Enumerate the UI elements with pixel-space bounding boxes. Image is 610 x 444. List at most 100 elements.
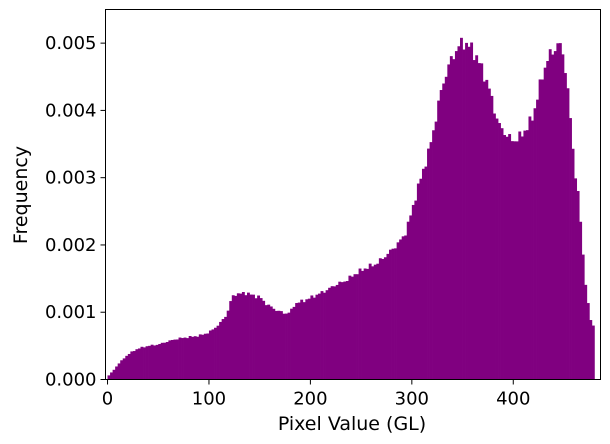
histogram-bar (498, 123, 501, 380)
histogram-bar (249, 294, 253, 380)
x-tick-label: 0 (102, 389, 113, 410)
histogram-bar (538, 79, 542, 380)
histogram-bar (528, 116, 532, 380)
histogram-bar (556, 43, 560, 380)
histogram-bar (503, 135, 507, 380)
histogram-bar (371, 266, 375, 380)
histogram-bar (401, 236, 405, 380)
histogram-bar (449, 56, 453, 380)
histogram-bar (183, 337, 187, 380)
histogram-bar (444, 76, 448, 380)
histogram-bar (442, 83, 446, 380)
histogram-bar (536, 99, 539, 380)
histogram-bar (452, 59, 456, 380)
histogram-bar (378, 258, 382, 380)
histogram-bar (259, 298, 263, 380)
histogram-bar (252, 294, 255, 380)
histogram-bar (318, 293, 321, 380)
histogram-bar (356, 274, 359, 380)
histogram-bar (591, 325, 595, 380)
histogram-bar (221, 319, 225, 380)
histogram-bar (173, 339, 177, 380)
histogram-bar (224, 316, 228, 380)
histogram-bar (558, 43, 562, 380)
histogram-bar (457, 46, 461, 380)
histogram-bar (231, 295, 235, 380)
histogram-bar (520, 136, 524, 380)
histogram-bar (247, 292, 250, 380)
y-tick-label: 0.000 (45, 370, 97, 391)
histogram-bar (163, 342, 167, 380)
histogram-bar (429, 142, 433, 380)
histogram-bar (140, 346, 144, 380)
histogram-bar (211, 329, 215, 380)
histogram-bar (531, 120, 534, 380)
histogram-bar (264, 305, 268, 380)
histogram-bar (203, 333, 207, 380)
histogram-bar (300, 299, 304, 380)
histogram-bar (234, 295, 238, 380)
histogram-bar (274, 310, 278, 380)
histogram-bar (409, 215, 413, 380)
histogram-bar (419, 178, 423, 380)
histogram-bar (122, 358, 126, 380)
histogram-bar (472, 60, 476, 380)
histogram-bar (533, 108, 537, 380)
histogram-bar (178, 337, 182, 380)
histogram-bar (160, 342, 164, 380)
histogram-bar (482, 81, 486, 380)
histogram-bar (310, 295, 314, 380)
histogram-bar (333, 286, 337, 380)
y-tick-label: 0.001 (45, 302, 97, 323)
histogram-bar (586, 303, 590, 380)
histogram-bar (569, 118, 572, 380)
histogram-bar (523, 130, 527, 380)
histogram-bar (437, 100, 441, 380)
histogram-bar (277, 310, 281, 380)
histogram-bar (254, 298, 258, 380)
histogram-bar (335, 284, 339, 380)
histogram-bar (414, 200, 418, 380)
histogram-bar (219, 321, 222, 380)
histogram-bar (208, 330, 212, 380)
histogram-bar (467, 46, 471, 380)
histogram-bar (348, 275, 352, 380)
histogram-bar (120, 360, 124, 380)
histogram-bar (229, 301, 233, 380)
histogram-bar (383, 257, 387, 380)
histogram-bar (198, 334, 202, 380)
histogram-bar (518, 131, 522, 380)
histogram-bar (366, 268, 370, 380)
histogram-bar (181, 338, 184, 380)
histogram-bar (394, 248, 397, 380)
histogram-bar (196, 336, 200, 380)
histogram-bar (239, 293, 243, 380)
histogram-bar (295, 303, 299, 380)
histogram-bar (368, 263, 372, 380)
histogram-bar (117, 363, 121, 380)
histogram-bar (236, 293, 240, 380)
histogram-bar (396, 242, 400, 380)
histogram-bar (513, 141, 517, 380)
histogram-bar (312, 297, 316, 380)
histogram-bar (386, 253, 390, 380)
histogram-bar (279, 311, 283, 380)
histogram-bar (257, 295, 261, 380)
histogram-bar (302, 302, 306, 380)
y-tick-label: 0.005 (45, 33, 97, 54)
histogram-bar (373, 264, 377, 380)
histogram-bar (584, 284, 588, 380)
histogram-bar (170, 339, 174, 380)
histogram-bar (290, 308, 293, 380)
histogram-bar (343, 281, 347, 380)
histogram-bar (262, 300, 266, 380)
histogram-bar (188, 336, 192, 380)
x-axis-ticks: 0 100 200 300 400 (102, 379, 530, 410)
histogram-bar (282, 313, 286, 380)
histogram-bar (320, 291, 324, 380)
histogram-bar (495, 118, 499, 380)
histogram-bar (553, 51, 557, 380)
histogram-bar (505, 136, 509, 380)
histogram-bar (404, 235, 408, 380)
